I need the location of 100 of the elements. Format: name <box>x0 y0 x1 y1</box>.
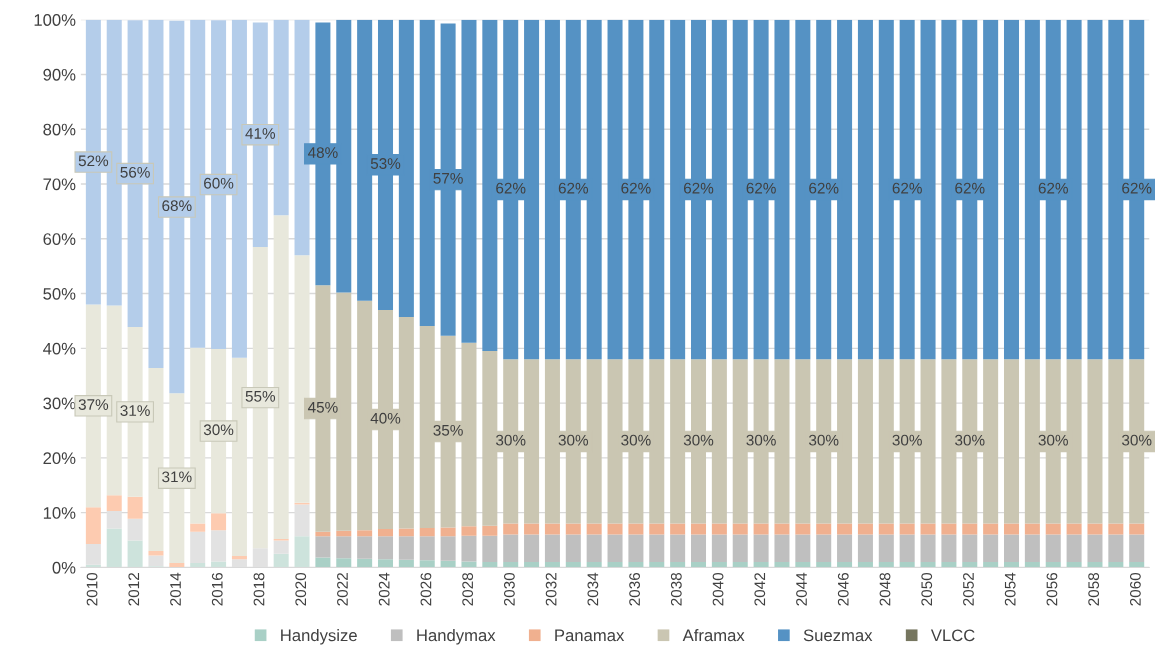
bar <box>169 563 185 568</box>
bar <box>899 534 915 562</box>
bar <box>503 534 519 562</box>
bar <box>1003 523 1020 535</box>
bar <box>878 534 894 562</box>
bar <box>690 523 707 535</box>
bar <box>962 561 978 568</box>
bar <box>837 523 853 535</box>
bar <box>440 527 456 537</box>
bar <box>774 561 790 568</box>
x-tick-label: 2038 <box>670 572 682 606</box>
bar <box>837 534 853 562</box>
bar <box>753 561 769 568</box>
bar <box>1045 523 1061 535</box>
bar <box>565 534 581 562</box>
bar <box>711 561 727 568</box>
data-label: 56% <box>120 166 150 178</box>
bar <box>1129 561 1145 568</box>
bar <box>1129 523 1145 535</box>
data-label: 35% <box>433 424 463 436</box>
bar <box>503 561 519 568</box>
bar <box>565 561 581 568</box>
data-label: 62% <box>746 182 776 194</box>
bar <box>461 526 477 536</box>
bar <box>1066 534 1082 562</box>
bar <box>607 523 623 535</box>
bar <box>377 536 394 560</box>
bar <box>628 523 644 535</box>
bar <box>1087 534 1103 562</box>
bar <box>649 534 665 562</box>
data-label: 41% <box>245 128 276 139</box>
x-tick-label: 2054 <box>1004 572 1016 606</box>
bar <box>336 536 352 559</box>
bar <box>795 534 811 562</box>
bar <box>732 561 748 568</box>
bar <box>482 561 498 568</box>
bar <box>482 525 498 536</box>
bar <box>607 561 623 568</box>
x-tick-label: 2046 <box>837 572 849 606</box>
x-tick-label: 2042 <box>754 573 766 606</box>
bar <box>753 534 769 562</box>
bar <box>1108 561 1124 568</box>
bar <box>440 560 456 568</box>
x-tick-label: 2014 <box>170 572 181 606</box>
bar <box>586 561 602 568</box>
bar <box>628 534 644 562</box>
bar <box>920 534 936 562</box>
bar <box>1087 523 1103 535</box>
bar <box>649 523 665 535</box>
bar <box>398 536 414 560</box>
data-label: 62% <box>621 182 651 194</box>
bar <box>1087 359 1103 524</box>
bar <box>983 561 999 568</box>
x-tick-label: 2056 <box>1046 572 1058 606</box>
bar <box>211 530 227 562</box>
data-label: 30% <box>496 434 526 446</box>
data-label: 62% <box>892 182 922 194</box>
legend-label: Aframax <box>682 629 745 642</box>
bar <box>690 534 707 562</box>
bar <box>315 557 331 568</box>
bar <box>941 534 957 562</box>
bar <box>524 534 540 562</box>
x-tick-label: 2030 <box>503 572 515 606</box>
bar <box>503 523 519 535</box>
x-tick-label: 2018 <box>253 572 265 606</box>
bar <box>315 536 331 558</box>
bar <box>607 534 623 562</box>
x-tick-label: 2050 <box>921 572 933 606</box>
data-label: 30% <box>809 434 839 446</box>
bar <box>732 534 748 562</box>
bar <box>690 561 707 568</box>
bar <box>711 523 727 535</box>
bar <box>774 534 790 562</box>
y-tick-label: 0% <box>52 561 76 574</box>
bar <box>857 561 873 568</box>
bar <box>941 561 957 568</box>
bar <box>106 495 122 512</box>
bar <box>398 528 414 537</box>
bar <box>670 534 686 562</box>
legend-label: VLCC <box>930 629 975 642</box>
bar <box>1024 523 1040 535</box>
y-tick-label: 80% <box>43 123 76 136</box>
bar <box>857 359 873 524</box>
bar <box>190 531 206 564</box>
x-tick-label: 2020 <box>295 572 307 606</box>
bar <box>482 535 498 562</box>
y-tick-label: 20% <box>43 452 76 465</box>
y-tick-label: 50% <box>43 287 76 300</box>
x-tick-label: 2012 <box>128 573 140 606</box>
data-label: 62% <box>1122 182 1152 194</box>
data-label: 30% <box>683 434 714 446</box>
bar <box>1087 561 1103 568</box>
bar <box>586 534 602 562</box>
bar <box>231 555 247 560</box>
x-tick-label: 2028 <box>462 572 474 606</box>
bar <box>315 531 331 537</box>
bar <box>127 518 143 541</box>
bar <box>983 523 999 535</box>
bar <box>1003 19 1020 360</box>
bar <box>419 560 435 568</box>
